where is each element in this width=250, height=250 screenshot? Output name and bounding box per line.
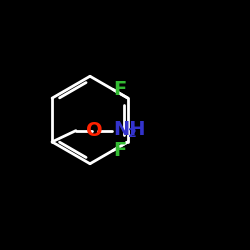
Text: F: F bbox=[114, 141, 127, 160]
Text: NH: NH bbox=[113, 120, 146, 139]
Text: O: O bbox=[86, 121, 103, 140]
Text: F: F bbox=[114, 80, 127, 99]
Text: 2: 2 bbox=[128, 127, 136, 140]
